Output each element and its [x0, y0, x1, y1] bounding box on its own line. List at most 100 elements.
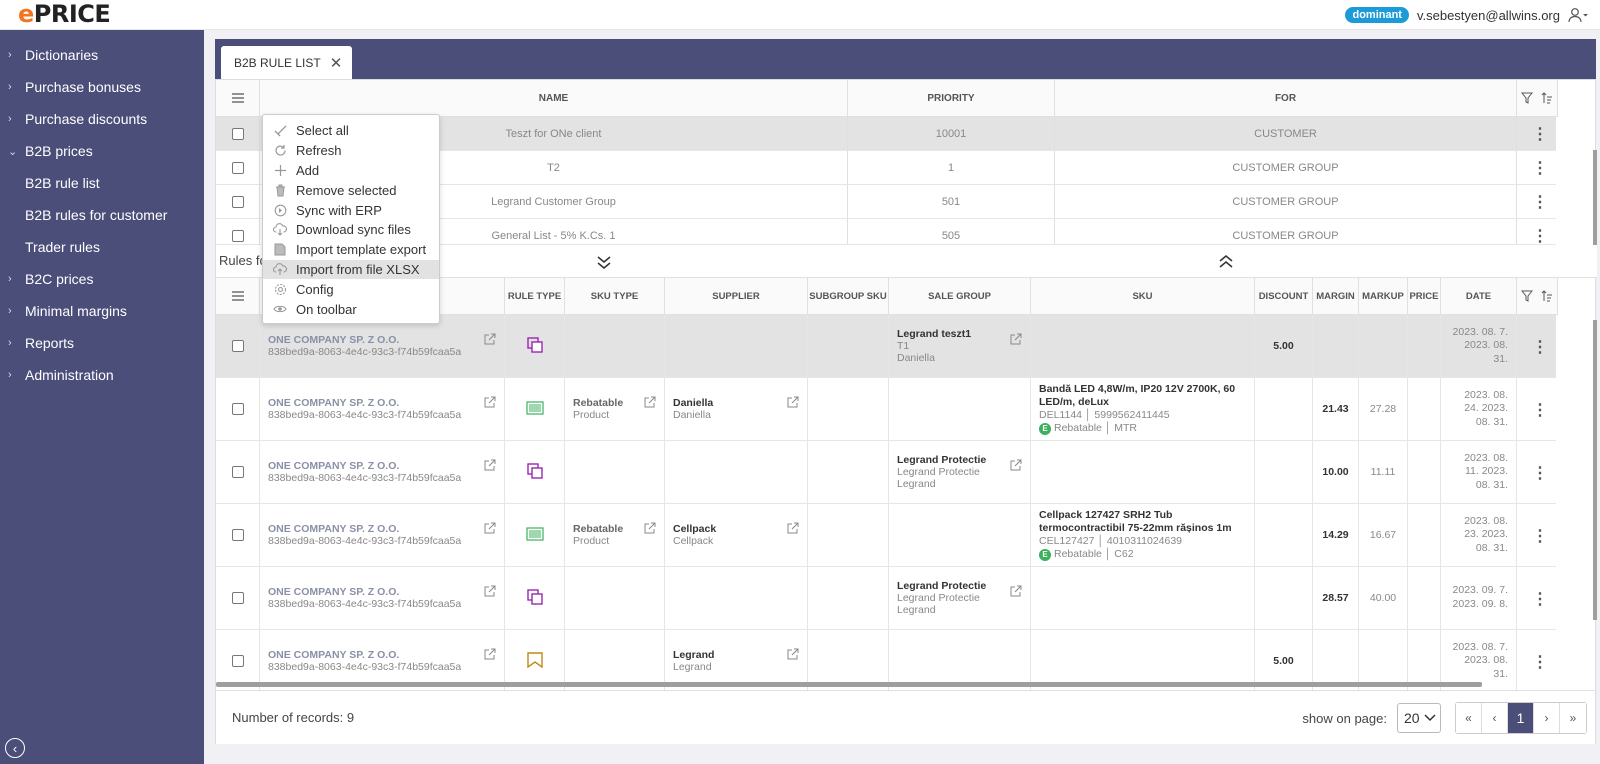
sort-icon[interactable]: [1541, 92, 1553, 104]
filter-icon[interactable]: [1521, 92, 1533, 104]
table-menu-icon[interactable]: [216, 80, 260, 117]
row-checkbox[interactable]: [231, 230, 244, 242]
open-link-icon[interactable]: [787, 522, 799, 534]
open-link-icon[interactable]: [1010, 333, 1022, 345]
row-checkbox[interactable]: [231, 655, 244, 667]
open-link-icon[interactable]: [484, 396, 496, 408]
menu-item-sync-erp[interactable]: Sync with ERP: [263, 200, 439, 220]
menu-item-select-all[interactable]: Select all: [263, 121, 439, 141]
table-row[interactable]: General List - 5% K.Cs. 1 505 CUSTOMER G…: [216, 219, 1556, 245]
menu-item-download-sync-files[interactable]: Download sync files: [263, 220, 439, 240]
expand-down-icon[interactable]: [595, 253, 613, 271]
row-actions-icon[interactable]: ⋮: [1532, 464, 1548, 482]
page-button-current[interactable]: 1: [1508, 703, 1534, 733]
menu-item-import-template-export[interactable]: Import template export: [263, 240, 439, 260]
row-checkbox[interactable]: [231, 529, 244, 541]
page-size-select[interactable]: 20: [1397, 703, 1441, 733]
column-header-date[interactable]: DATE: [1441, 278, 1517, 315]
column-header-subgroup-sku[interactable]: SUBGROUP SKU: [808, 278, 889, 315]
column-header-for[interactable]: FOR: [1055, 80, 1517, 117]
collapse-up-icon[interactable]: [1217, 253, 1235, 271]
last-page-button[interactable]: »: [1560, 703, 1586, 733]
row-checkbox[interactable]: [231, 466, 244, 478]
column-header-supplier[interactable]: SUPPLIER: [665, 278, 808, 315]
row-actions-icon[interactable]: ⋮: [1532, 338, 1548, 356]
open-link-icon[interactable]: [644, 396, 656, 408]
menu-item-import-xlsx[interactable]: Import from file XLSX: [263, 259, 439, 280]
filter-icon[interactable]: [1521, 290, 1533, 302]
close-icon[interactable]: ✕: [329, 54, 343, 72]
eprice-logo[interactable]: ePRICE: [18, 0, 111, 28]
row-checkbox[interactable]: [231, 403, 244, 415]
sort-icon[interactable]: [1541, 290, 1553, 302]
sidebar-item-b2b-rules-for-customer[interactable]: B2B rules for customer: [25, 207, 168, 223]
open-link-icon[interactable]: [787, 648, 799, 660]
column-header-name[interactable]: NAME: [260, 80, 848, 117]
row-checkbox[interactable]: [231, 195, 244, 208]
menu-item-remove-selected[interactable]: Remove selected: [263, 180, 439, 200]
menu-item-on-toolbar[interactable]: On toolbar: [263, 299, 439, 319]
table-row[interactable]: ONE COMPANY SP. Z O.O. 838bed9a-8063-4e4c…: [216, 441, 1556, 504]
open-link-icon[interactable]: [484, 333, 496, 345]
row-actions-icon[interactable]: ⋮: [1532, 194, 1548, 211]
column-header-priority[interactable]: PRIORITY: [848, 80, 1055, 117]
user-menu-icon[interactable]: [1568, 6, 1588, 24]
row-checkbox[interactable]: [231, 340, 244, 352]
sidebar-item-trader-rules[interactable]: Trader rules: [25, 239, 100, 255]
row-actions-icon[interactable]: ⋮: [1532, 527, 1548, 545]
sidebar-item-b2b-rule-list[interactable]: B2B rule list: [25, 175, 100, 191]
column-header-sku[interactable]: SKU: [1031, 278, 1255, 315]
collapse-sidebar-icon[interactable]: ‹: [5, 738, 25, 758]
open-link-icon[interactable]: [484, 648, 496, 660]
sidebar-item-reports[interactable]: › Reports: [8, 335, 75, 351]
open-link-icon[interactable]: [484, 522, 496, 534]
open-link-icon[interactable]: [1010, 585, 1022, 597]
table-row[interactable]: ONE COMPANY SP. Z O.O. 838bed9a-8063-4e4c…: [216, 504, 1556, 567]
sidebar-item-b2c-prices[interactable]: › B2C prices: [8, 271, 94, 287]
column-header-margin[interactable]: MARGIN: [1313, 278, 1359, 315]
column-header-markup[interactable]: MARKUP: [1359, 278, 1408, 315]
sidebar-item-purchase-discounts[interactable]: › Purchase discounts: [8, 111, 148, 127]
row-checkbox[interactable]: [231, 127, 244, 140]
row-actions-icon[interactable]: ⋮: [1532, 653, 1548, 671]
column-header-sale-group[interactable]: SALE GROUP: [889, 278, 1031, 315]
column-header-discount[interactable]: DISCOUNT: [1255, 278, 1313, 315]
open-link-icon[interactable]: [787, 396, 799, 408]
table-row[interactable]: ONE COMPANY SP. Z O.O. 838bed9a-8063-4e4c…: [216, 315, 1556, 378]
row-checkbox[interactable]: [231, 161, 244, 174]
next-page-button[interactable]: ›: [1534, 703, 1560, 733]
open-link-icon[interactable]: [484, 459, 496, 471]
open-link-icon[interactable]: [644, 522, 656, 534]
menu-item-config[interactable]: Config: [263, 279, 439, 299]
horizontal-scrollbar[interactable]: [216, 682, 1482, 687]
column-header-price[interactable]: PRICE: [1408, 278, 1441, 315]
column-header-rule-type[interactable]: RULE TYPE: [505, 278, 565, 315]
table-row[interactable]: ONE COMPANY SP. Z O.O. 838bed9a-8063-4e4c…: [216, 567, 1556, 630]
table-row[interactable]: ONE COMPANY SP. Z O.O. 838bed9a-8063-4e4c…: [216, 378, 1556, 441]
tab-b2b-rule-list[interactable]: B2B RULE LIST ✕: [221, 46, 353, 79]
column-header-sku-type[interactable]: SKU TYPE: [565, 278, 665, 315]
sidebar-item-dictionaries[interactable]: › Dictionaries: [8, 47, 99, 63]
row-checkbox[interactable]: [231, 592, 244, 604]
scrollbar[interactable]: [1593, 320, 1597, 620]
menu-item-refresh[interactable]: Refresh: [263, 141, 439, 161]
sidebar-item-administration[interactable]: › Administration: [8, 367, 114, 383]
cell-price: [1408, 504, 1441, 566]
open-link-icon[interactable]: [484, 585, 496, 597]
sidebar-item-purchase-bonuses[interactable]: › Purchase bonuses: [8, 79, 141, 95]
row-actions-icon[interactable]: ⋮: [1532, 126, 1548, 143]
menu-item-add[interactable]: Add: [263, 161, 439, 181]
row-actions-icon[interactable]: ⋮: [1532, 401, 1548, 419]
table-row[interactable]: Legrand Customer Group 501 CUSTOMER GROU…: [216, 185, 1556, 219]
row-actions-icon[interactable]: ⋮: [1532, 228, 1548, 245]
prev-page-button[interactable]: ‹: [1482, 703, 1508, 733]
scrollbar[interactable]: [1593, 150, 1597, 270]
table-menu-icon[interactable]: [216, 278, 260, 315]
sidebar-item-minimal-margins[interactable]: › Minimal margins: [8, 303, 127, 319]
open-link-icon[interactable]: [1010, 459, 1022, 471]
table-row[interactable]: T2 1 CUSTOMER GROUP ⋮: [216, 151, 1556, 185]
first-page-button[interactable]: «: [1456, 703, 1482, 733]
row-actions-icon[interactable]: ⋮: [1532, 590, 1548, 608]
row-actions-icon[interactable]: ⋮: [1532, 160, 1548, 177]
sidebar-item-b2b-prices[interactable]: ⌄ B2B prices: [8, 143, 93, 159]
